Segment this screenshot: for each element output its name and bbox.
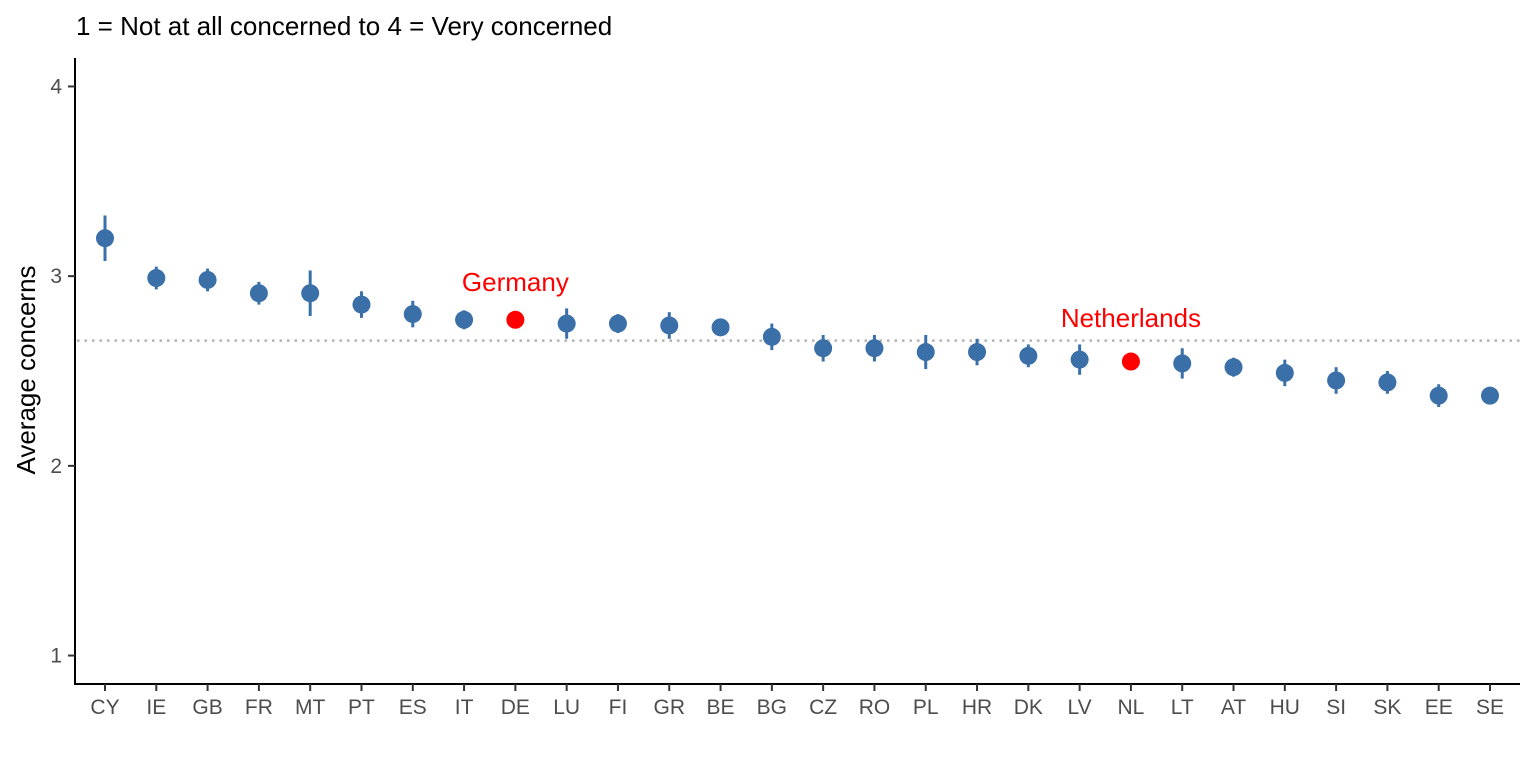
data-point: [711, 318, 730, 337]
x-tick-label: FR: [245, 696, 273, 719]
data-point: [814, 339, 833, 358]
x-tick-label: GB: [192, 696, 222, 719]
x-tick-label: HR: [962, 696, 992, 719]
x-tick-label: EE: [1425, 696, 1453, 719]
data-point: [1070, 350, 1089, 369]
y-tick-label: 4: [50, 75, 62, 98]
x-axis-ticks: CY IE GB FR MT PT ES IT DE LU FI GR BE BG CZ RO PL HR DK LV…: [90, 684, 1504, 719]
data-point: [557, 314, 576, 333]
x-tick-label: ES: [399, 696, 427, 719]
y-tick-label: 3: [50, 265, 62, 288]
data-point: [301, 284, 320, 303]
x-tick-label: FI: [609, 696, 628, 719]
data-point: [455, 310, 474, 329]
annotations: Germany Netherlands: [462, 267, 1201, 333]
y-tick-label: 2: [50, 455, 62, 478]
x-tick-label: LT: [1171, 696, 1194, 719]
x-tick-label: DK: [1014, 696, 1043, 719]
x-tick-label: PL: [913, 696, 939, 719]
x-tick-label: BE: [707, 696, 735, 719]
x-tick-label: DE: [501, 696, 530, 719]
x-tick-label: LU: [553, 696, 580, 719]
data-point: [147, 269, 166, 288]
x-tick-label: CY: [90, 696, 119, 719]
data-point: [96, 229, 114, 248]
data-point: [1378, 373, 1397, 392]
x-tick-label: SI: [1326, 696, 1346, 719]
data-point: [198, 270, 217, 289]
x-tick-label: BG: [757, 696, 787, 719]
chart-title: 1 = Not at all concerned to 4 = Very con…: [76, 11, 612, 41]
x-tick-label: GR: [654, 696, 686, 719]
data-point: [1481, 386, 1499, 405]
data-point: [1173, 354, 1192, 373]
data-point: [865, 339, 884, 358]
annotation-label: Netherlands: [1061, 303, 1201, 333]
data-point: [1224, 358, 1243, 377]
data-points: [96, 229, 1499, 405]
data-point: [1019, 346, 1038, 365]
highlighted-point: [506, 310, 525, 329]
y-axis-label: Average concerns: [11, 265, 41, 474]
x-tick-label: SE: [1476, 696, 1504, 719]
highlighted-point: [1121, 352, 1140, 371]
x-tick-label: SK: [1373, 696, 1401, 719]
x-tick-label: CZ: [809, 696, 837, 719]
annotation-label: Germany: [462, 267, 569, 297]
y-axis-ticks: 1 2 3 4: [50, 75, 75, 668]
x-tick-label: MT: [295, 696, 325, 719]
data-point: [1327, 371, 1346, 390]
data-point: [916, 343, 935, 362]
data-point: [1429, 386, 1448, 405]
x-tick-label: IE: [146, 696, 166, 719]
data-point: [403, 305, 422, 324]
x-tick-label: NL: [1117, 696, 1144, 719]
data-point: [968, 343, 987, 362]
x-tick-label: AT: [1221, 696, 1246, 719]
x-tick-label: RO: [859, 696, 891, 719]
x-tick-label: PT: [348, 696, 375, 719]
data-point: [660, 316, 679, 335]
x-tick-label: HU: [1270, 696, 1300, 719]
data-point: [249, 284, 268, 303]
y-tick-label: 1: [50, 645, 62, 668]
x-tick-label: LV: [1068, 696, 1092, 719]
data-point: [352, 295, 371, 314]
data-point: [1275, 363, 1294, 382]
data-point: [608, 314, 627, 333]
x-tick-label: IT: [455, 696, 474, 719]
data-point: [762, 327, 781, 346]
